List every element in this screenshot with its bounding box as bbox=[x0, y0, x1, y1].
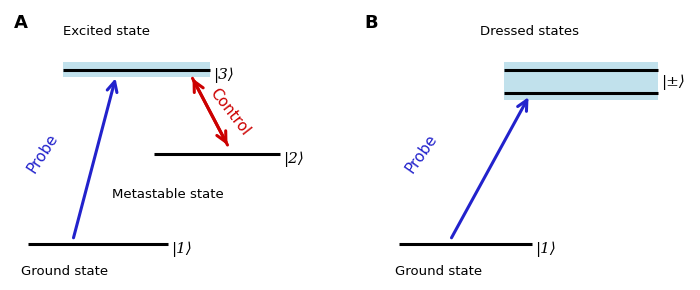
Text: Ground state: Ground state bbox=[21, 265, 108, 278]
Text: |±⟩: |±⟩ bbox=[662, 75, 685, 90]
Bar bbox=[504, 62, 658, 100]
Text: Probe: Probe bbox=[25, 131, 61, 176]
Text: Excited state: Excited state bbox=[63, 25, 150, 38]
Text: |3⟩: |3⟩ bbox=[214, 68, 235, 83]
Text: |1⟩: |1⟩ bbox=[536, 242, 556, 257]
Text: |1⟩: |1⟩ bbox=[172, 242, 193, 257]
Text: Dressed states: Dressed states bbox=[480, 25, 578, 38]
Text: |2⟩: |2⟩ bbox=[284, 152, 304, 167]
Text: Probe: Probe bbox=[402, 132, 440, 176]
Text: Metastable state: Metastable state bbox=[112, 188, 224, 202]
Text: A: A bbox=[14, 14, 28, 32]
Text: B: B bbox=[364, 14, 377, 32]
Text: Control: Control bbox=[206, 85, 252, 138]
Text: Ground state: Ground state bbox=[395, 265, 482, 278]
Bar bbox=[63, 62, 210, 77]
